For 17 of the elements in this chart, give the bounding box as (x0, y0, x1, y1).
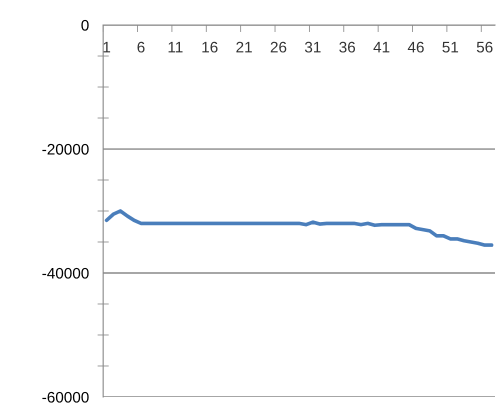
y-tick-label: -20000 (42, 144, 89, 155)
y-tick-label: 0 (81, 20, 89, 31)
y-tick-label: -40000 (42, 268, 89, 279)
x-tick-label: 11 (168, 42, 183, 52)
x-tick-label: 46 (408, 42, 424, 53)
x-tick-label: 1 (104, 42, 110, 52)
x-tick-label: 36 (339, 42, 356, 53)
line-series (104, 209, 494, 247)
x-tick-label: 51 (442, 42, 458, 53)
x-tick-label: 6 (138, 42, 145, 53)
x-tick-label: 26 (270, 42, 286, 53)
y-tick-label: -60000 (42, 392, 89, 403)
x-tick-label: 56 (476, 42, 493, 53)
x-tick-label: 41 (373, 42, 390, 52)
x-tick-label: 31 (304, 42, 321, 53)
x-tick-label: 16 (202, 42, 218, 53)
x-tick-label: 21 (236, 42, 252, 52)
